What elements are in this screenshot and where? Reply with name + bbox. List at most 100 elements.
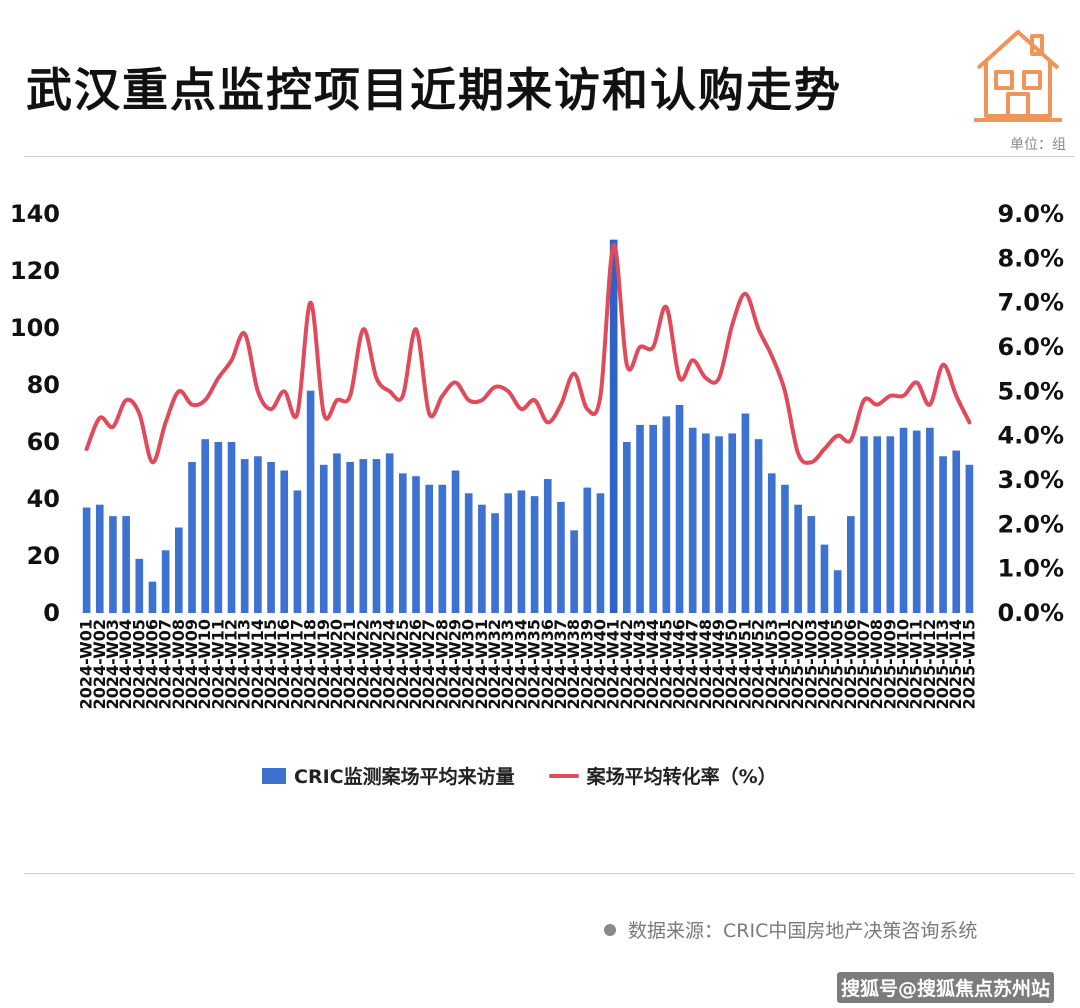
bar xyxy=(702,433,710,613)
x-tick-label: 2024-W24 xyxy=(380,619,399,709)
bullet-icon xyxy=(604,923,616,936)
unit-label: 单位：组 xyxy=(1010,137,1066,153)
x-tick-label: 2024-W32 xyxy=(485,619,504,709)
watermark-footer: 搜狐号@搜狐焦点苏州站 xyxy=(836,972,1054,1003)
chart-legend: CRIC监测案场平均来访量 案场平均转化率（%） xyxy=(262,762,777,789)
bar xyxy=(530,496,539,613)
bar xyxy=(781,484,789,613)
bar xyxy=(267,461,275,613)
conversion-rate-line xyxy=(84,243,972,465)
x-tick-label: 2024-W49 xyxy=(709,619,728,709)
bar xyxy=(675,404,684,613)
bar xyxy=(306,390,315,613)
bar xyxy=(372,459,381,613)
bar xyxy=(227,442,236,613)
bar xyxy=(952,450,961,613)
x-tick-label: 2024-W38 xyxy=(564,619,583,709)
x-tick-label: 2024-W11 xyxy=(208,619,227,709)
x-tick-label: 2024-W34 xyxy=(511,619,530,709)
y-right-tick-label: 1.0% xyxy=(997,555,1064,583)
y-left-tick-label: 0 xyxy=(43,599,60,627)
x-tick-label: 2025-W06 xyxy=(841,619,860,709)
bar xyxy=(201,439,209,613)
y-left-tick-label: 20 xyxy=(27,542,60,570)
x-tick-label: 2024-W16 xyxy=(274,619,293,709)
bar xyxy=(912,430,921,613)
source-text: 数据来源：CRIC中国房地产决策咨询系统 xyxy=(628,920,978,942)
x-tick-label: 2024-W42 xyxy=(617,619,636,709)
bar xyxy=(662,416,671,613)
bar xyxy=(609,239,618,613)
y-left-tick-label: 140 xyxy=(10,200,60,228)
bar xyxy=(333,453,341,613)
x-tick-label: 2024-W51 xyxy=(735,619,754,709)
y-left-tick-label: 40 xyxy=(27,485,60,513)
x-tick-label: 2024-W41 xyxy=(604,619,623,709)
y-right-tick-label: 6.0% xyxy=(997,333,1064,361)
x-tick-label: 2024-W37 xyxy=(551,619,570,709)
bar xyxy=(807,516,816,613)
bar xyxy=(847,516,855,613)
bar xyxy=(319,464,328,613)
x-tick-label: 2025-W11 xyxy=(907,619,926,709)
x-tick-label: 2024-W18 xyxy=(301,619,320,709)
x-tick-label: 2024-W36 xyxy=(538,619,557,709)
x-tick-label: 2024-W48 xyxy=(696,619,715,709)
x-tick-label: 2024-W03 xyxy=(103,619,122,709)
bar xyxy=(293,490,302,613)
bar xyxy=(148,581,157,613)
x-tick-label: 2025-W12 xyxy=(920,619,939,709)
legend-bar-swatch xyxy=(262,767,286,784)
bar xyxy=(820,544,829,613)
x-tick-label: 2024-W44 xyxy=(643,619,662,709)
x-tick-label: 2025-W02 xyxy=(788,619,807,709)
bar xyxy=(728,433,737,613)
bar xyxy=(240,459,249,613)
bar xyxy=(109,516,117,613)
bar xyxy=(926,427,934,613)
x-tick-label: 2025-W01 xyxy=(775,619,794,709)
data-source: 数据来源：CRIC中国房地产决策咨询系统 xyxy=(604,916,977,943)
bar xyxy=(412,476,420,613)
y-left-tick-label: 60 xyxy=(27,428,60,456)
bar xyxy=(82,507,91,613)
y-right-tick-label: 3.0% xyxy=(997,466,1064,494)
x-tick-label: 2024-W50 xyxy=(722,619,741,709)
bar xyxy=(517,490,526,613)
bar xyxy=(254,456,262,613)
x-tick-label: 2025-W15 xyxy=(959,619,978,709)
x-tick-label: 2024-W29 xyxy=(446,619,465,709)
x-tick-label: 2024-W23 xyxy=(366,619,385,709)
x-tick-label: 2025-W05 xyxy=(828,619,847,709)
x-tick-label: 2024-W27 xyxy=(419,619,438,709)
x-tick-label: 2025-W10 xyxy=(894,619,913,709)
x-tick-label: 2024-W53 xyxy=(762,619,781,709)
bar xyxy=(833,570,842,613)
header-divider xyxy=(24,156,1074,157)
x-tick-label: 2025-W03 xyxy=(801,619,820,709)
bar xyxy=(135,558,144,613)
x-tick-label: 2025-W08 xyxy=(867,619,886,709)
y-right-tick-label: 4.0% xyxy=(997,422,1064,450)
x-tick-label: 2024-W52 xyxy=(749,619,768,709)
x-tick-label: 2024-W05 xyxy=(129,619,148,709)
bar xyxy=(451,470,460,613)
bar xyxy=(754,439,763,613)
x-tick-label: 2024-W20 xyxy=(327,619,346,709)
x-tick-label: 2024-W22 xyxy=(353,619,372,709)
bar xyxy=(860,436,868,613)
x-tick-label: 2025-W07 xyxy=(854,619,873,709)
bar xyxy=(478,504,486,613)
bar xyxy=(557,501,565,613)
bar xyxy=(399,473,407,613)
x-tick-label: 2024-W14 xyxy=(248,619,267,709)
x-tick-label: 2024-W39 xyxy=(577,619,596,709)
x-tick-label: 2025-W13 xyxy=(933,619,952,709)
bar xyxy=(886,436,895,613)
x-tick-label: 2024-W02 xyxy=(90,619,109,709)
bar xyxy=(438,484,447,613)
bar xyxy=(570,530,578,613)
x-tick-label: 2024-W19 xyxy=(314,619,333,709)
bar xyxy=(939,456,947,613)
bar xyxy=(280,470,289,613)
